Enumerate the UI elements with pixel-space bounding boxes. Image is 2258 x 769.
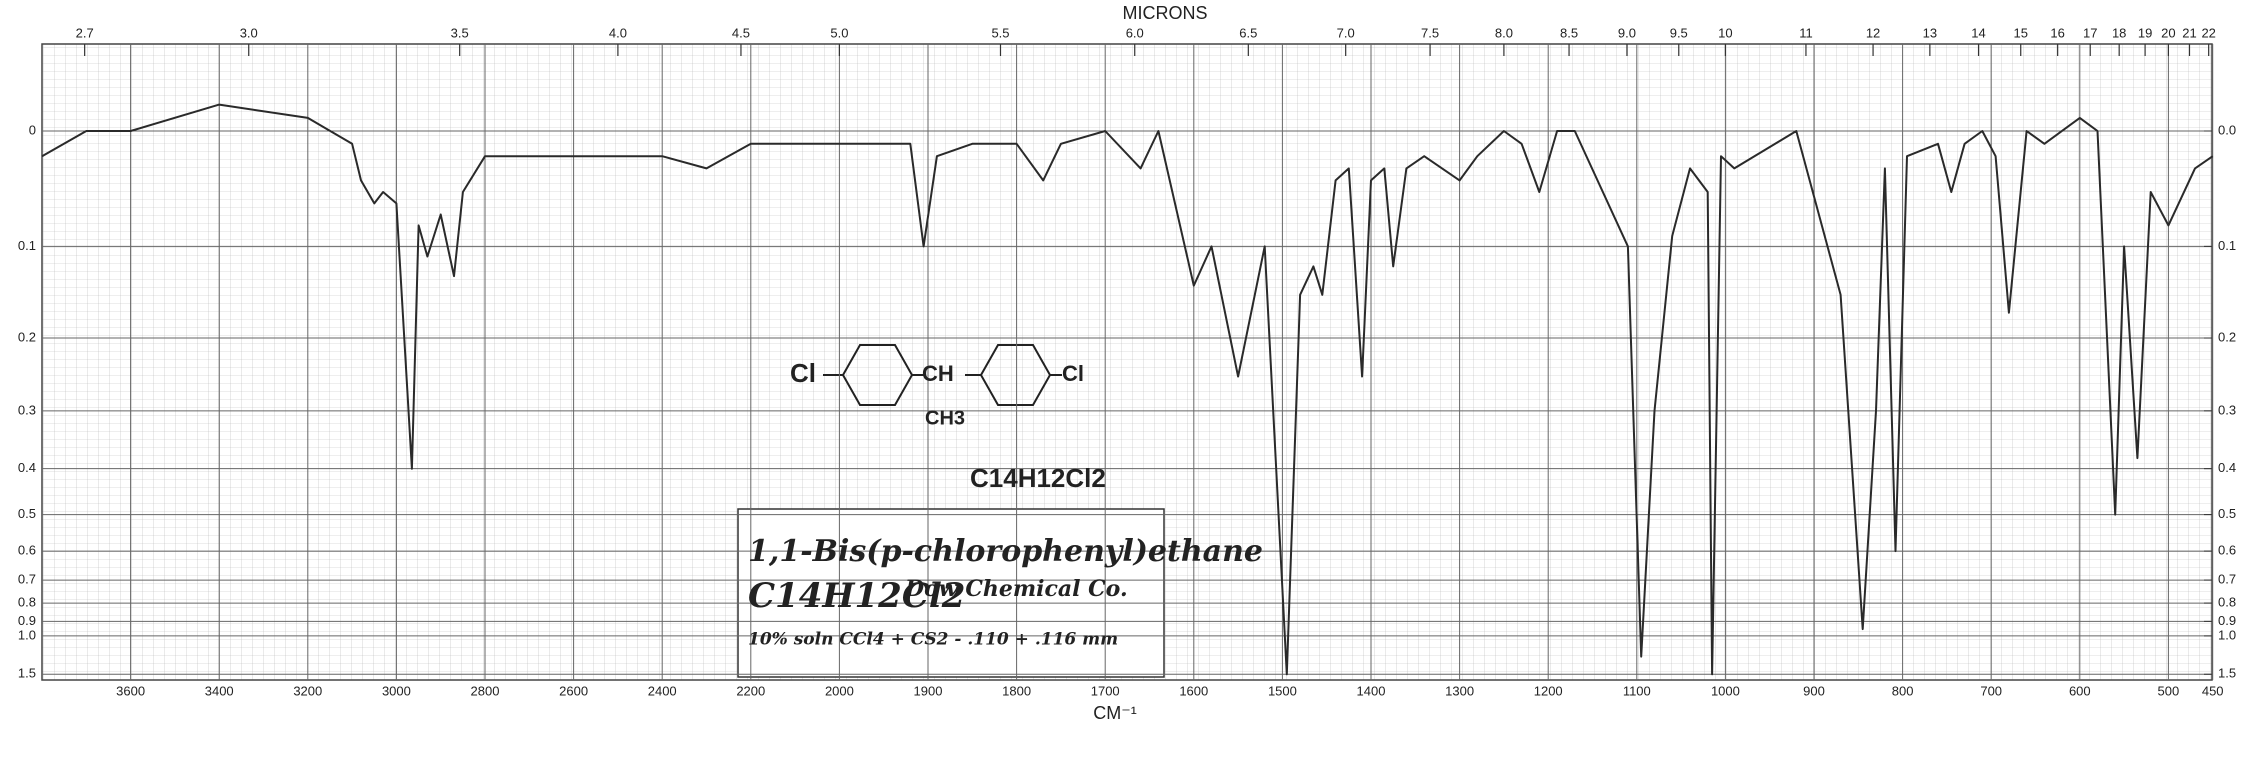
x2-tick-label: 7.0 bbox=[1337, 25, 1355, 40]
annotation: CH bbox=[922, 361, 954, 386]
y2-tick-label: 0.4 bbox=[2218, 460, 2236, 475]
x2-tick-label: 5.5 bbox=[991, 25, 1009, 40]
x2-tick-label: 3.0 bbox=[240, 25, 258, 40]
x2-tick-label: 5.0 bbox=[830, 25, 848, 40]
x2-tick-label: 9.0 bbox=[1618, 25, 1636, 40]
label-box bbox=[737, 508, 1165, 678]
spectrum-line bbox=[41, 103, 2214, 676]
x2-tick-label: 14 bbox=[1971, 25, 1985, 40]
structure bbox=[823, 344, 1062, 406]
x2-tick-label: 10 bbox=[1718, 25, 1732, 40]
x2-tick-label: 3.5 bbox=[451, 25, 469, 40]
annotation: 1,1-Bis(p-chlorophenyl)ethane bbox=[748, 534, 1263, 569]
x2-tick-label: 16 bbox=[2050, 25, 2064, 40]
y2-tick-label: 1.0 bbox=[2218, 627, 2236, 642]
y2-tick-label: 0.9 bbox=[2218, 613, 2236, 628]
x-tick-label: 2000 bbox=[825, 683, 854, 698]
x2-tick-label: 12 bbox=[1866, 25, 1880, 40]
x2-tick-label: 4.0 bbox=[609, 25, 627, 40]
y2-tick-label: 0.7 bbox=[2218, 572, 2236, 587]
x-tick-label: 2600 bbox=[559, 683, 588, 698]
x2-tick-label: 15 bbox=[2013, 25, 2027, 40]
annotation: Dow Chemical Co. bbox=[904, 576, 1128, 602]
x2-tick-label: 7.5 bbox=[1421, 25, 1439, 40]
x-tick-label: 1500 bbox=[1268, 683, 1297, 698]
annotation: Cl bbox=[1062, 361, 1084, 386]
x-tick-label: 800 bbox=[1892, 683, 1914, 698]
y-tick-label: 0.7 bbox=[18, 572, 36, 587]
y-tick-label: 0.4 bbox=[18, 460, 36, 475]
top-axis-title: MICRONS bbox=[1123, 3, 1208, 23]
x2-tick-label: 22 bbox=[2201, 25, 2215, 40]
x2-tick-label: 9.5 bbox=[1670, 25, 1688, 40]
y-tick-label: 0 bbox=[29, 122, 36, 137]
y2-tick-label: 1.5 bbox=[2218, 666, 2236, 681]
x2-tick-label: 20 bbox=[2161, 25, 2175, 40]
y-tick-label: 0.5 bbox=[18, 506, 36, 521]
x-tick-label: 600 bbox=[2069, 683, 2091, 698]
y2-tick-label: 0.0 bbox=[2218, 122, 2236, 137]
x-tick-label: 1100 bbox=[1623, 683, 1651, 698]
x-tick-label: 700 bbox=[1980, 683, 2002, 698]
y2-tick-label: 0.3 bbox=[2218, 402, 2236, 417]
annotation: CH3 bbox=[925, 407, 965, 429]
x2-tick-label: 17 bbox=[2083, 25, 2097, 40]
annotation: C14H12Cl2 bbox=[748, 576, 965, 616]
y2-tick-label: 0.6 bbox=[2218, 543, 2236, 558]
x2-tick-label: 11 bbox=[1799, 25, 1813, 40]
x-tick-label: 3400 bbox=[205, 683, 234, 698]
annotation: 10% soln CCl4 + CS2 - .110 + .116 mm bbox=[748, 630, 1118, 650]
x2-tick-label: 2.7 bbox=[76, 25, 94, 40]
y-tick-label: 0.6 bbox=[18, 543, 36, 558]
x2-tick-label: 4.5 bbox=[732, 25, 750, 40]
x-tick-label: 1200 bbox=[1534, 683, 1563, 698]
y-tick-label: 0.3 bbox=[18, 402, 36, 417]
x-tick-label: 1300 bbox=[1445, 683, 1474, 698]
x-tick-label: 450 bbox=[2202, 683, 2224, 698]
x-tick-label: 2800 bbox=[471, 683, 500, 698]
x-tick-label: 1800 bbox=[1002, 683, 1031, 698]
y-tick-label: 0.8 bbox=[18, 595, 36, 610]
x-tick-label: 1900 bbox=[914, 683, 943, 698]
annotation: Cl bbox=[790, 358, 816, 388]
x2-tick-label: 6.5 bbox=[1239, 25, 1257, 40]
x-tick-label: 3600 bbox=[116, 683, 145, 698]
x-tick-label: 3200 bbox=[293, 683, 322, 698]
y2-tick-label: 0.1 bbox=[2218, 238, 2236, 253]
x-axis-title: CM⁻¹ bbox=[1093, 703, 1137, 723]
x2-tick-label: 8.0 bbox=[1495, 25, 1513, 40]
y-tick-label: 0.2 bbox=[18, 329, 36, 344]
x2-tick-label: 18 bbox=[2112, 25, 2126, 40]
x-tick-label: 1000 bbox=[1711, 683, 1740, 698]
x-tick-label: 1600 bbox=[1179, 683, 1208, 698]
y-tick-label: 1.5 bbox=[18, 666, 36, 681]
x2-tick-label: 8.5 bbox=[1560, 25, 1578, 40]
x2-tick-label: 19 bbox=[2138, 25, 2152, 40]
y-tick-label: 1.0 bbox=[18, 627, 36, 642]
x2-tick-label: 13 bbox=[1923, 25, 1937, 40]
y2-tick-label: 0.2 bbox=[2218, 329, 2236, 344]
x-tick-label: 2400 bbox=[648, 683, 677, 698]
y2-tick-label: 0.5 bbox=[2218, 506, 2236, 521]
y-tick-label: 0.1 bbox=[18, 238, 36, 253]
x-tick-label: 900 bbox=[1803, 683, 1825, 698]
x2-tick-label: 21 bbox=[2182, 25, 2196, 40]
x2-tick-label: 6.0 bbox=[1126, 25, 1144, 40]
y2-tick-label: 0.8 bbox=[2218, 595, 2236, 610]
x-tick-label: 1400 bbox=[1357, 683, 1386, 698]
x-tick-label: 2200 bbox=[736, 683, 765, 698]
annotation: C14H12Cl2 bbox=[970, 463, 1106, 493]
x-tick-label: 500 bbox=[2158, 683, 2180, 698]
x-tick-label: 3000 bbox=[382, 683, 411, 698]
y-tick-label: 0.9 bbox=[18, 613, 36, 628]
x-tick-label: 1700 bbox=[1091, 683, 1120, 698]
